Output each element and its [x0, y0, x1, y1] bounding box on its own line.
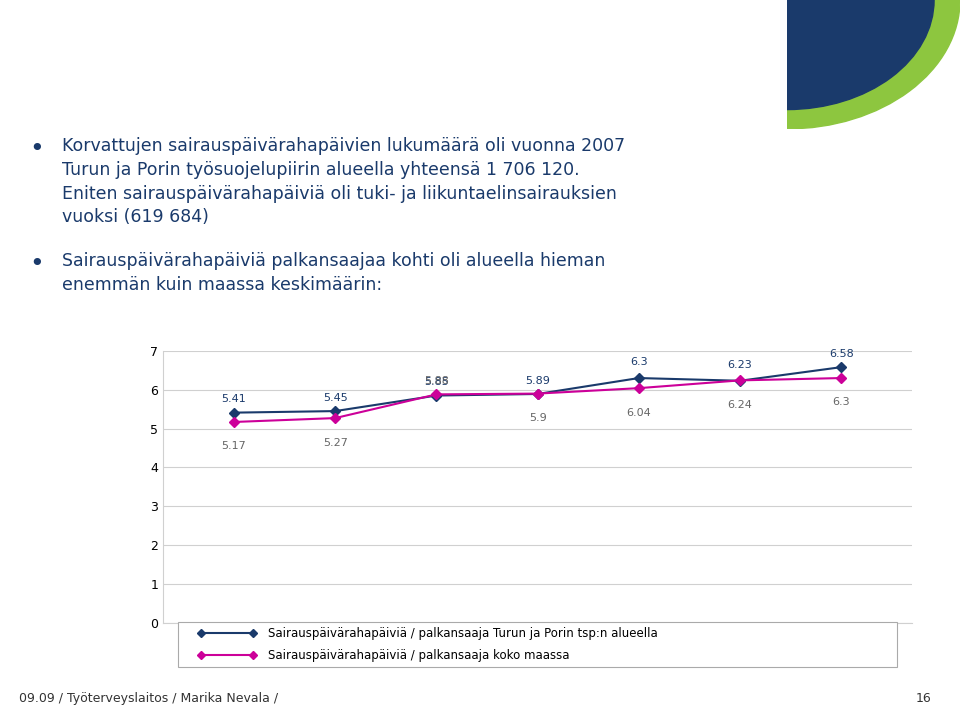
Text: indikaattorit: sairaspäivät: indikaattorit: sairaspäivät	[25, 64, 436, 92]
Sairauspäivärahapäiviä / palkansaaja Turun ja Porin tsp:n alueella	[633, 374, 644, 382]
Sairauspäivärahapäiviä / palkansaaja koko maassa	[633, 384, 644, 392]
Sairauspäivärahapäiviä / palkansaaja koko maassa	[532, 390, 543, 398]
Sairauspäivärahapäiviä / palkansaaja koko maassa	[835, 374, 847, 382]
Text: 5.17: 5.17	[222, 441, 247, 451]
Text: 6.04: 6.04	[627, 407, 651, 417]
Text: 5.89: 5.89	[525, 376, 550, 386]
Sairauspäivärahapäiviä / palkansaaja koko maassa	[329, 414, 341, 422]
Text: 5.85: 5.85	[424, 377, 448, 387]
Text: 09.09 / Työterveyslaitos / Marika Nevala /: 09.09 / Työterveyslaitos / Marika Nevala…	[19, 692, 278, 705]
Text: 6.3: 6.3	[832, 397, 850, 407]
Text: Sairauspäivärahapäiviä / palkansaaja koko maassa: Sairauspäivärahapäiviä / palkansaaja kok…	[268, 649, 569, 662]
Line: Sairauspäivärahapäiviä / palkansaaja koko maassa: Sairauspäivärahapäiviä / palkansaaja kok…	[230, 374, 845, 425]
Text: 6.23: 6.23	[728, 359, 753, 369]
Text: 5.45: 5.45	[323, 393, 348, 403]
Sairauspäivärahapäiviä / palkansaaja Turun ja Porin tsp:n alueella	[734, 377, 746, 385]
FancyBboxPatch shape	[179, 621, 897, 667]
Ellipse shape	[614, 0, 960, 129]
Sairauspäivärahapäiviä / palkansaaja Turun ja Porin tsp:n alueella	[329, 407, 341, 415]
Text: Sairauspäivärahapäiviä / palkansaaja Turun ja Porin tsp:n alueella: Sairauspäivärahapäiviä / palkansaaja Tur…	[268, 627, 658, 640]
Sairauspäivärahapäiviä / palkansaaja Turun ja Porin tsp:n alueella	[431, 391, 443, 400]
Ellipse shape	[640, 0, 934, 110]
Sairauspäivärahapäiviä / palkansaaja koko maassa	[431, 390, 443, 399]
Text: 16: 16	[916, 692, 931, 705]
Text: 5.41: 5.41	[222, 395, 247, 405]
Line: Sairauspäivärahapäiviä / palkansaaja Turun ja Porin tsp:n alueella: Sairauspäivärahapäiviä / palkansaaja Tur…	[230, 364, 845, 416]
Sairauspäivärahapäiviä / palkansaaja koko maassa	[228, 417, 240, 426]
Sairauspäivärahapäiviä / palkansaaja Turun ja Porin tsp:n alueella	[228, 408, 240, 417]
Text: 5.9: 5.9	[529, 413, 546, 423]
Text: Sairauspäivärahapäiviä palkansaajaa kohti oli alueella hieman
enemmän kuin maass: Sairauspäivärahapäiviä palkansaajaa koht…	[62, 252, 606, 294]
Sairauspäivärahapäiviä / palkansaaja koko maassa	[734, 376, 746, 384]
Text: Korvattujen sairauspäivärahapäivien lukumäärä oli vuonna 2007
Turun ja Porin työ: Korvattujen sairauspäivärahapäivien luku…	[62, 137, 626, 226]
Text: •: •	[29, 252, 43, 276]
Sairauspäivärahapäiviä / palkansaaja Turun ja Porin tsp:n alueella	[835, 363, 847, 372]
Text: Työterveyden ja -turvallisuuden: Työterveyden ja -turvallisuuden	[25, 26, 524, 54]
Text: 5.27: 5.27	[323, 437, 348, 448]
Text: 5.88: 5.88	[424, 376, 449, 386]
Text: 6.58: 6.58	[828, 349, 853, 359]
Text: •: •	[29, 137, 43, 162]
Text: 6.3: 6.3	[630, 357, 648, 367]
Sairauspäivärahapäiviä / palkansaaja Turun ja Porin tsp:n alueella	[532, 390, 543, 398]
Text: 6.24: 6.24	[728, 400, 753, 410]
